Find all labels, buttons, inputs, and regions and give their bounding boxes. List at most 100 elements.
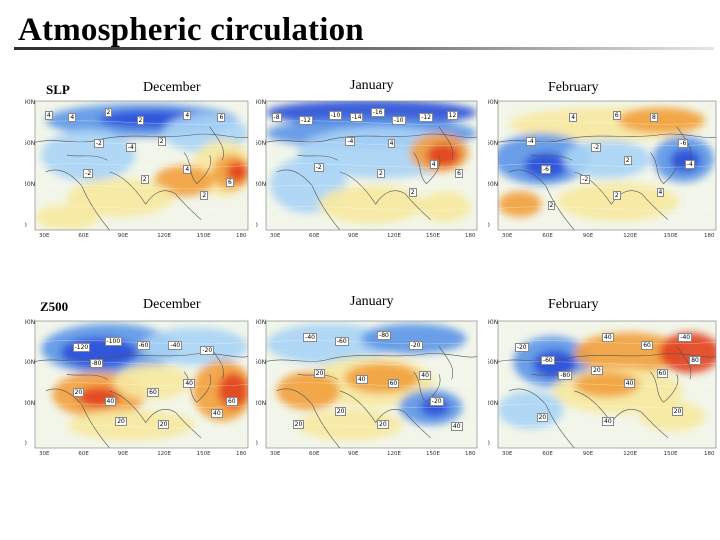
coastline xyxy=(438,126,454,161)
longitude-label: 90E xyxy=(582,451,594,457)
longitude-label: 180 xyxy=(465,233,476,239)
anomaly-value-label: -2 xyxy=(313,162,324,172)
anomaly-region xyxy=(226,161,248,183)
coastline xyxy=(109,390,202,439)
contour-line xyxy=(498,340,716,345)
anomaly-value-label: -20 xyxy=(429,396,444,406)
longitude-label: 120E xyxy=(157,451,172,457)
anomaly-value-label: -10 xyxy=(328,110,343,120)
anomaly-value-label: 2 xyxy=(377,168,385,178)
longitude-label: 60E xyxy=(78,451,89,457)
map-panel-slp-january: 90N 60N 30N 0 30E 60E 90E 120E 150E 180 -8 -12 -10 -1… xyxy=(256,97,481,244)
anomaly-value-label: 80 xyxy=(689,356,701,366)
anomaly-map xyxy=(265,320,478,449)
anomaly-value-label: 6 xyxy=(612,110,621,120)
map-panel-z500-december: 90N 60N 30N 0 30E 60E 90E 120E 150E 180 -120 -100 -6… xyxy=(25,317,252,462)
map-frame xyxy=(265,320,478,449)
anomaly-value-label: -2 xyxy=(83,168,94,178)
anomaly-value-label: -80 xyxy=(377,330,391,340)
anomaly-value-label: 2 xyxy=(200,190,209,200)
longitude-label: 30E xyxy=(270,233,281,239)
anomaly-value-label: 4 xyxy=(569,113,578,123)
anomaly-value-label: 4 xyxy=(429,159,438,169)
map-panel-z500-january: 90N 60N 30N 0 30E 60E 90E 120E 150E 180 -40 -60 -80 -… xyxy=(256,317,481,462)
map-frame xyxy=(34,100,249,231)
coastline xyxy=(413,152,441,185)
longitude-label: 90E xyxy=(348,233,359,239)
longitude-label: 120E xyxy=(623,233,638,239)
latitude-label: 90N xyxy=(25,319,36,326)
latitude-label: 90N xyxy=(25,99,36,106)
anomaly-value-label: 2 xyxy=(547,201,556,211)
anomaly-value-label: -80 xyxy=(558,371,573,381)
anomaly-value-label: 20 xyxy=(671,406,684,416)
page-title: Atmospheric circulation xyxy=(18,12,364,48)
anomaly-value-label: -4 xyxy=(125,143,136,153)
coastline xyxy=(339,390,431,439)
map-panel-slp-december: 90N 60N 30N 0 30E 60E 90E 120E 150E 180 4 4 2 2 4 6 -2 -4… xyxy=(25,97,252,244)
longitude-label: 180 xyxy=(704,451,715,457)
longitude-label: 60E xyxy=(542,451,553,457)
anomaly-value-label: 60 xyxy=(387,378,400,388)
contour-line xyxy=(498,361,716,366)
anomaly-region xyxy=(318,184,425,224)
longitude-label: 150E xyxy=(663,451,678,457)
title-underline xyxy=(14,47,714,50)
contour-line xyxy=(35,424,248,429)
anomaly-region xyxy=(113,364,191,400)
longitude-label: 30E xyxy=(270,451,281,457)
contour-line xyxy=(35,163,248,168)
anomaly-value-label: -14 xyxy=(349,113,364,123)
map-frame xyxy=(265,100,478,231)
coastline xyxy=(508,388,575,448)
latitude-label: 30N xyxy=(25,399,36,407)
anomaly-value-label: 2 xyxy=(104,108,113,118)
anomaly-value-label: -40 xyxy=(678,333,693,343)
anomaly-region xyxy=(639,401,706,432)
contour-line xyxy=(266,206,477,211)
anomaly-value-label: -40 xyxy=(303,333,317,343)
anomaly-value-label: 4 xyxy=(183,165,192,175)
anomaly-value-label: 20 xyxy=(536,413,549,423)
coastline xyxy=(66,374,108,380)
latitude-label: 60N xyxy=(488,140,499,147)
month-label-z500-feb: February xyxy=(548,297,599,312)
latitude-label: 0 xyxy=(25,222,27,229)
latitude-label: 90N xyxy=(488,99,499,106)
latitude-label: 0 xyxy=(256,440,258,447)
coastline xyxy=(66,154,108,161)
contour-line xyxy=(35,382,248,387)
map-panel-slp-february: 90N 60N 30N 0 30E 60E 90E 120E 150E 180 4 6 8 -4 -6 -2 2… xyxy=(488,97,720,244)
coastline xyxy=(498,353,716,362)
latitude-label: 60N xyxy=(256,140,267,147)
row-label-z500: Z500 xyxy=(40,299,69,314)
anomaly-region xyxy=(66,409,195,441)
anomaly-value-label: 40 xyxy=(623,378,636,388)
anomaly-value-label: 4 xyxy=(387,139,396,149)
contour-line xyxy=(35,403,248,408)
contour-line xyxy=(266,163,477,168)
anomaly-value-label: 60 xyxy=(656,368,669,378)
anomaly-region xyxy=(563,139,651,179)
longitude-label: 60E xyxy=(309,451,320,457)
month-label-slp-jan: January xyxy=(350,78,394,93)
anomaly-value-label: -60 xyxy=(136,340,151,350)
latitude-label: 30N xyxy=(488,399,499,407)
anomaly-value-label: -6 xyxy=(678,139,689,149)
anomaly-value-label: -4 xyxy=(525,136,536,146)
contour-line xyxy=(498,424,716,429)
anomaly-value-label: 40 xyxy=(602,333,614,343)
anomaly-value-label: 60 xyxy=(147,387,159,397)
anomaly-value-label: 20 xyxy=(115,417,127,427)
latitude-label: 60N xyxy=(256,359,267,367)
longitude-label: 120E xyxy=(623,451,638,457)
coastline xyxy=(650,371,679,403)
latitude-label: 30N xyxy=(25,181,36,188)
anomaly-map xyxy=(34,320,249,449)
longitude-label: 180 xyxy=(236,233,247,239)
anomaly-region xyxy=(218,373,248,409)
anomaly-value-label: -12 xyxy=(298,116,313,126)
longitude-label: 120E xyxy=(157,233,172,239)
anomaly-value-label: 6 xyxy=(217,113,226,123)
anomaly-value-label: 40 xyxy=(355,375,368,385)
